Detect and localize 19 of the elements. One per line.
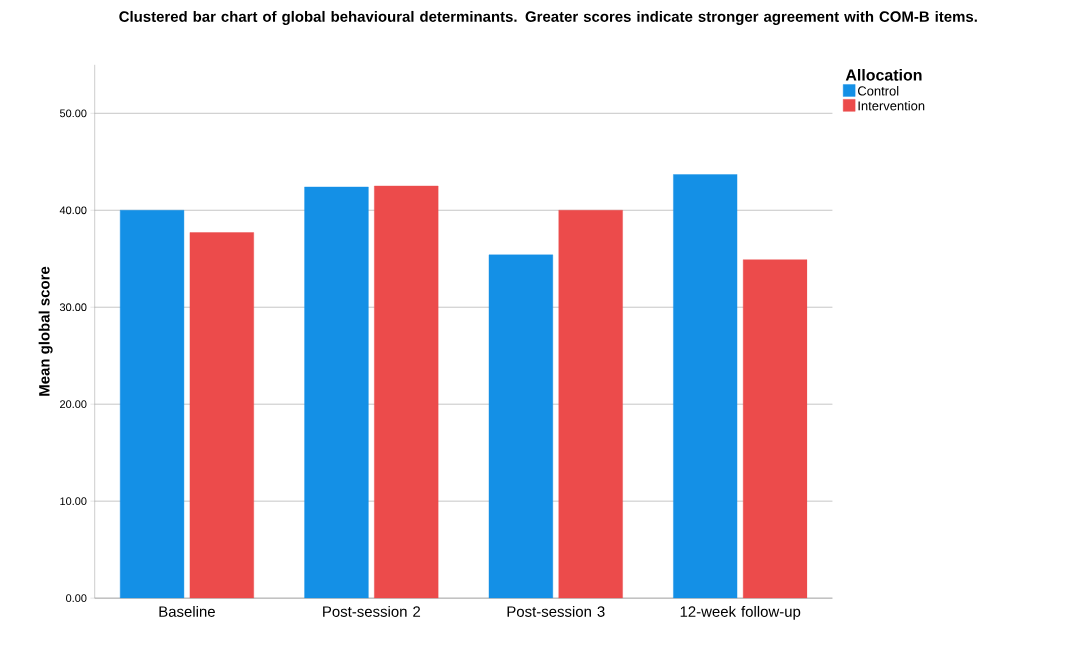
x-tick-label: Post-session 2 xyxy=(323,605,421,617)
y-tick-label: 30.00 xyxy=(59,303,87,312)
bar xyxy=(189,232,254,599)
x-tick-label: Baseline xyxy=(159,605,215,617)
y-tick-label: 40.00 xyxy=(59,206,87,215)
bar xyxy=(743,259,808,599)
y-tick-label: 10.00 xyxy=(60,497,87,506)
y-tick-label: 20.00 xyxy=(60,400,87,409)
y-tick-label: 0.00 xyxy=(66,594,87,603)
legend-label: Control xyxy=(858,86,899,96)
x-tick-label: 12-week follow-up xyxy=(680,605,801,620)
legend-label: Intervention xyxy=(858,100,925,111)
legend-title: Allocation xyxy=(845,68,922,81)
y-axis-title: Mean global score xyxy=(38,266,53,396)
y-tick-label: 50.00 xyxy=(59,109,87,118)
x-tick-label: Post-session 3 xyxy=(507,605,605,617)
bar xyxy=(374,185,439,599)
chart-title: Clustered bar chart of global behavioural determinants. Greater scores indicate stronger agreement with COM-B items. xyxy=(119,10,977,25)
bar xyxy=(558,210,623,599)
